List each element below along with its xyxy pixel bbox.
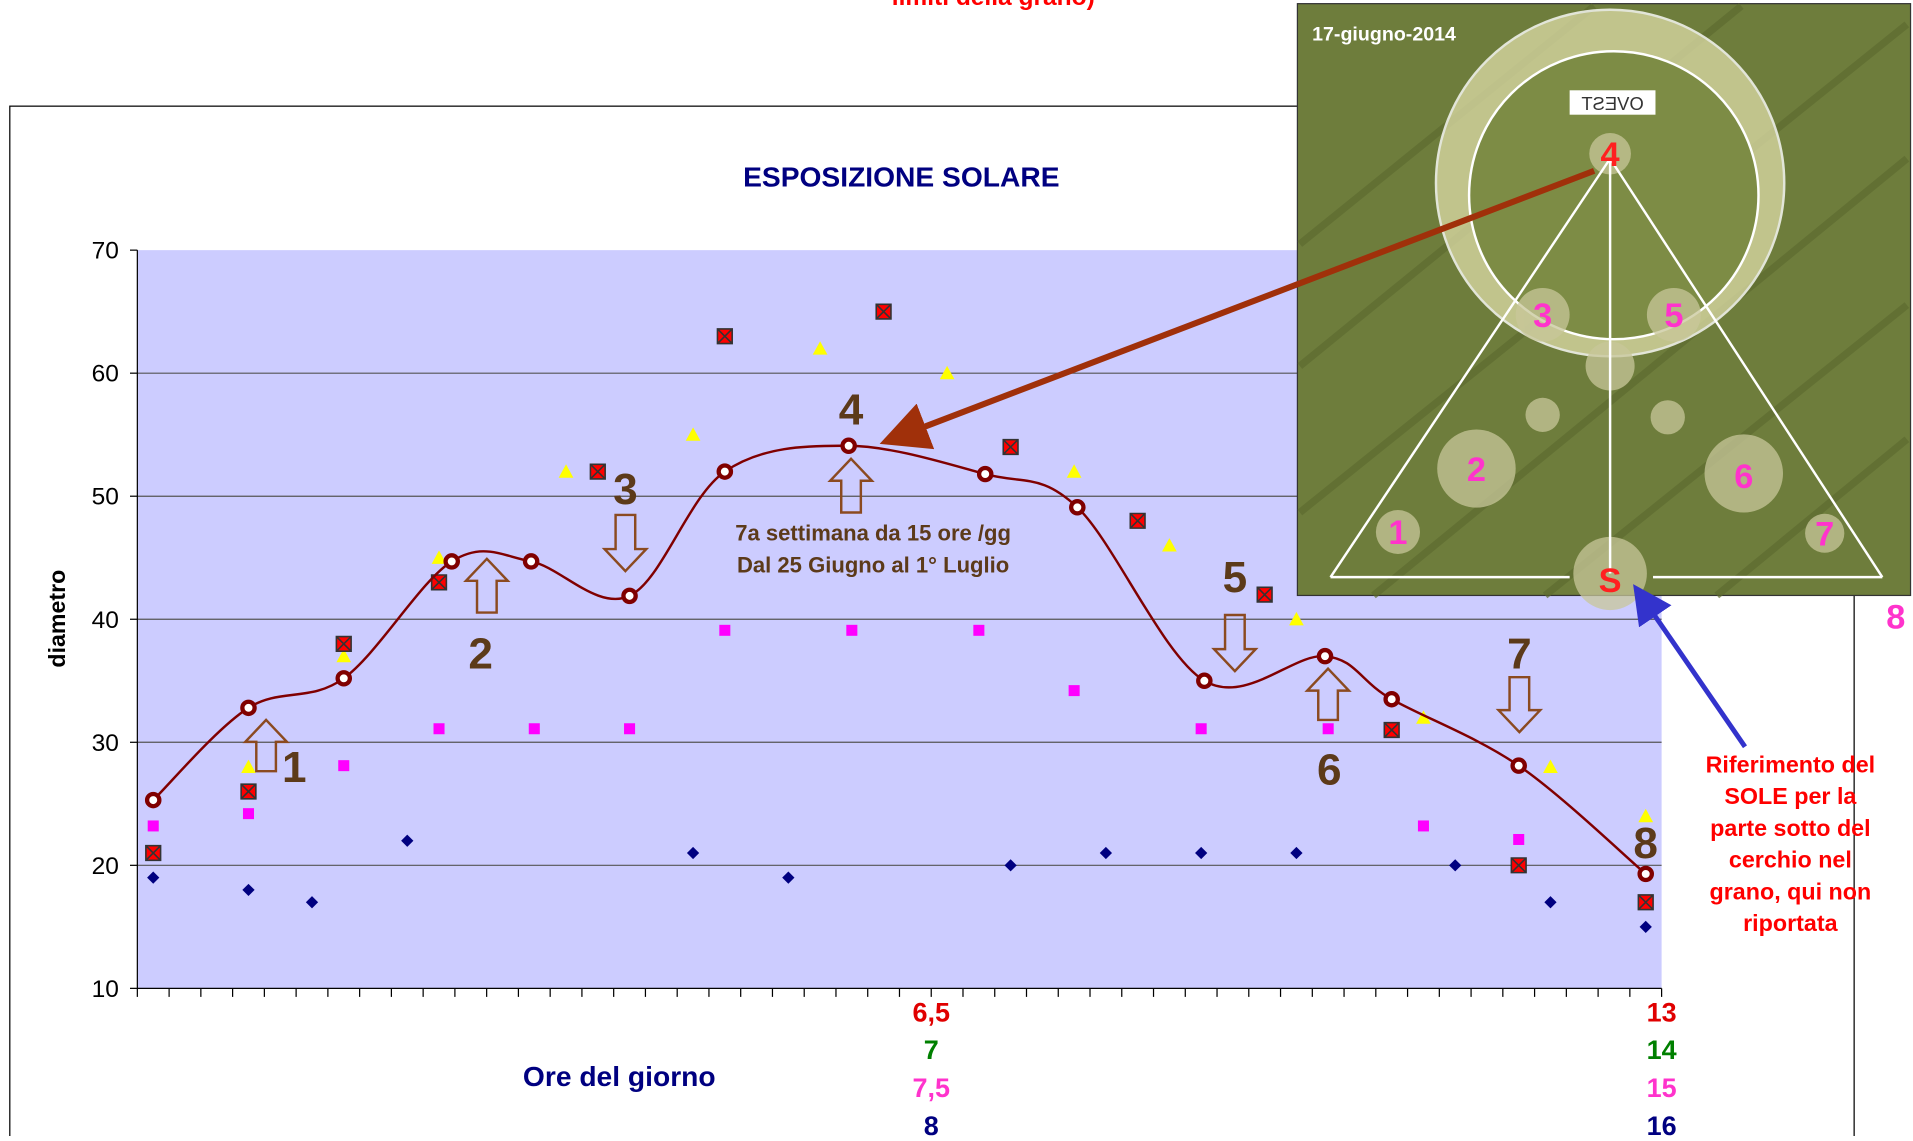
page: {"chart_data":{"type":"scatter","top_tex… [0, 0, 1913, 1141]
x-tick-label: 8 [924, 1111, 939, 1136]
point [338, 672, 350, 684]
y-tick-label: 40 [92, 607, 119, 634]
point [529, 723, 540, 734]
point [1513, 834, 1524, 845]
y-tick-label: 70 [92, 238, 119, 265]
point [1069, 685, 1080, 696]
annotation-number: 3 [613, 465, 638, 514]
photo-date: 17-giugno-2014 [1312, 23, 1456, 45]
point [719, 466, 731, 478]
point [1319, 650, 1331, 662]
point [973, 625, 984, 636]
photo-point: 4 [1601, 136, 1620, 174]
y-axis-label: diametro [44, 570, 70, 668]
point [1511, 858, 1526, 873]
x-tick-label: 15 [1647, 1073, 1677, 1103]
annotation-number: 8 [1633, 819, 1658, 868]
point [1130, 513, 1145, 528]
point [1003, 440, 1018, 455]
y-tick-label: 20 [92, 853, 119, 880]
annotation-number: 1 [282, 743, 307, 792]
point [846, 625, 857, 636]
photo-point: 1 [1388, 514, 1407, 552]
annotation-note: Dal 25 Giugno al 1° Luglio [737, 552, 1009, 577]
x-tick-label: 6,5 [912, 997, 950, 1027]
point [148, 820, 159, 831]
point [1386, 693, 1398, 705]
annotation-number: 5 [1223, 553, 1248, 602]
caption-line: SOLE per la [1724, 783, 1857, 809]
point [338, 760, 349, 771]
photo-point: S [1599, 562, 1622, 600]
top-text: limiti della grano) [892, 0, 1095, 11]
point [1196, 723, 1207, 734]
photo-point: 2 [1467, 451, 1486, 489]
point [446, 555, 458, 567]
caption-line: grano, qui non [1710, 878, 1872, 904]
point [147, 794, 159, 806]
photo-point: 5 [1664, 297, 1683, 335]
sign-text: OVEST [1581, 93, 1643, 114]
point [1418, 820, 1429, 831]
photo-point: 6 [1734, 458, 1753, 496]
x-tick-label: 7 [924, 1035, 939, 1065]
point [624, 723, 635, 734]
point [241, 784, 256, 799]
point [876, 304, 891, 319]
point [243, 808, 254, 819]
annotation-number: 6 [1317, 746, 1342, 795]
caption-line: cerchio nel [1729, 847, 1852, 873]
photo-point: 7 [1815, 516, 1834, 554]
annotation-note: 7a settimana da 15 ore /gg [735, 521, 1011, 546]
point [1323, 723, 1334, 734]
point [1071, 501, 1083, 513]
photo-point: 8 [1886, 598, 1905, 636]
point [525, 555, 537, 567]
caption-line: riportata [1743, 910, 1839, 936]
point [1198, 675, 1210, 687]
y-tick-label: 10 [92, 976, 119, 1003]
point [719, 625, 730, 636]
point [1640, 868, 1652, 880]
point [623, 590, 635, 602]
point [979, 468, 991, 480]
photo-point: 3 [1533, 297, 1552, 335]
caption-line: Riferimento del [1706, 751, 1876, 777]
chart-title: ESPOSIZIONE SOLARE [743, 162, 1059, 193]
point [336, 637, 351, 652]
y-tick-label: 60 [92, 361, 119, 388]
y-tick-label: 30 [92, 730, 119, 757]
x-axis-label: Ore del giorno [523, 1061, 716, 1092]
point [1513, 760, 1525, 772]
inset-photo: OVEST 17-giugno-2014 1 2 3 4 5 6 7 S 8 [1297, 4, 1910, 637]
point [434, 723, 445, 734]
point [1257, 587, 1272, 602]
y-tick-label: 50 [92, 484, 119, 511]
annotation-number: 2 [468, 630, 493, 679]
point [843, 440, 855, 452]
x-tick-label: 16 [1647, 1111, 1677, 1136]
annotation-number: 4 [839, 386, 864, 435]
x-tick-label: 7,5 [912, 1073, 950, 1103]
x-tick-label: 14 [1647, 1035, 1677, 1065]
point [1384, 723, 1399, 738]
point [242, 702, 254, 714]
x-tick-label: 13 [1647, 997, 1677, 1027]
caption-line: parte sotto del [1710, 815, 1870, 841]
point [590, 464, 605, 479]
point [1638, 895, 1653, 910]
annotation-number: 7 [1507, 630, 1532, 679]
chart: limiti della grano) ESPOSIZIONE SOLARE O… [0, 0, 1913, 1136]
point [717, 329, 732, 344]
point [146, 846, 161, 861]
